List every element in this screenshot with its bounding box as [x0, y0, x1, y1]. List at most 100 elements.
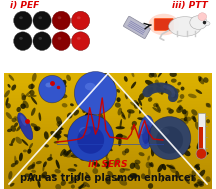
Ellipse shape [21, 93, 26, 100]
Ellipse shape [139, 93, 145, 100]
Ellipse shape [19, 37, 23, 40]
Bar [4, 139, 212, 142]
Ellipse shape [55, 184, 61, 189]
Ellipse shape [178, 139, 182, 143]
Ellipse shape [190, 16, 207, 29]
Circle shape [77, 126, 104, 154]
Ellipse shape [148, 183, 153, 189]
Ellipse shape [43, 161, 47, 167]
Bar [4, 186, 212, 189]
Ellipse shape [50, 154, 52, 159]
Ellipse shape [24, 91, 31, 98]
Ellipse shape [38, 112, 41, 121]
Ellipse shape [197, 146, 200, 151]
Bar [198, 113, 205, 153]
Ellipse shape [107, 99, 114, 102]
Ellipse shape [189, 174, 193, 177]
Text: i) PEF: i) PEF [10, 1, 39, 10]
Ellipse shape [193, 117, 197, 122]
Ellipse shape [60, 149, 65, 156]
Ellipse shape [176, 106, 183, 113]
Ellipse shape [54, 169, 61, 173]
Ellipse shape [64, 150, 66, 155]
Ellipse shape [16, 125, 22, 131]
Ellipse shape [91, 123, 95, 132]
Ellipse shape [34, 126, 38, 131]
Ellipse shape [58, 37, 61, 40]
Ellipse shape [77, 172, 81, 180]
Ellipse shape [31, 108, 36, 116]
Ellipse shape [191, 109, 197, 116]
Ellipse shape [73, 149, 77, 153]
Ellipse shape [186, 145, 191, 149]
Bar [4, 142, 212, 145]
Ellipse shape [156, 120, 163, 126]
Ellipse shape [19, 16, 23, 19]
Ellipse shape [206, 103, 210, 107]
Ellipse shape [119, 179, 127, 186]
Ellipse shape [152, 107, 160, 113]
Ellipse shape [93, 162, 100, 167]
Ellipse shape [85, 172, 91, 180]
Ellipse shape [11, 84, 16, 91]
Ellipse shape [41, 171, 47, 178]
Text: ii) SERS: ii) SERS [88, 160, 128, 170]
Ellipse shape [166, 165, 175, 169]
Ellipse shape [31, 170, 36, 173]
Ellipse shape [96, 110, 102, 114]
Ellipse shape [21, 139, 28, 146]
Ellipse shape [199, 128, 205, 134]
Ellipse shape [28, 95, 37, 97]
Ellipse shape [155, 80, 159, 85]
Ellipse shape [182, 109, 187, 115]
Ellipse shape [177, 100, 182, 103]
Ellipse shape [140, 120, 146, 134]
Ellipse shape [194, 184, 198, 187]
Bar [4, 109, 212, 113]
Ellipse shape [9, 143, 13, 146]
Ellipse shape [116, 134, 123, 140]
Ellipse shape [157, 164, 163, 172]
Text: pAu as triple plasmon enhancer: pAu as triple plasmon enhancer [20, 173, 196, 183]
Ellipse shape [168, 109, 174, 114]
Ellipse shape [83, 182, 90, 187]
Ellipse shape [29, 143, 33, 149]
Ellipse shape [105, 178, 111, 185]
Ellipse shape [10, 125, 16, 132]
Ellipse shape [116, 126, 125, 129]
Bar [4, 115, 212, 119]
Ellipse shape [106, 157, 109, 161]
Ellipse shape [141, 173, 146, 179]
Ellipse shape [119, 135, 127, 138]
Ellipse shape [45, 83, 52, 87]
Ellipse shape [6, 112, 12, 119]
Bar [4, 98, 212, 101]
Ellipse shape [98, 112, 104, 121]
Circle shape [14, 32, 32, 50]
Ellipse shape [180, 94, 184, 99]
Ellipse shape [23, 149, 27, 152]
Ellipse shape [100, 87, 104, 92]
Ellipse shape [82, 107, 86, 113]
Bar [4, 71, 212, 74]
Ellipse shape [86, 154, 91, 159]
Ellipse shape [107, 171, 113, 177]
Ellipse shape [77, 37, 81, 40]
Ellipse shape [146, 132, 154, 136]
Bar [4, 171, 212, 174]
Ellipse shape [96, 152, 99, 157]
Ellipse shape [67, 112, 73, 119]
Bar [4, 150, 212, 154]
Ellipse shape [57, 121, 62, 127]
Ellipse shape [106, 81, 109, 85]
Ellipse shape [122, 151, 126, 155]
Bar [4, 165, 212, 168]
Ellipse shape [63, 151, 69, 157]
Bar [4, 106, 212, 110]
Ellipse shape [20, 103, 26, 109]
Ellipse shape [69, 128, 74, 135]
Ellipse shape [198, 76, 204, 84]
Ellipse shape [162, 164, 166, 170]
Ellipse shape [184, 111, 188, 118]
Ellipse shape [184, 177, 190, 184]
